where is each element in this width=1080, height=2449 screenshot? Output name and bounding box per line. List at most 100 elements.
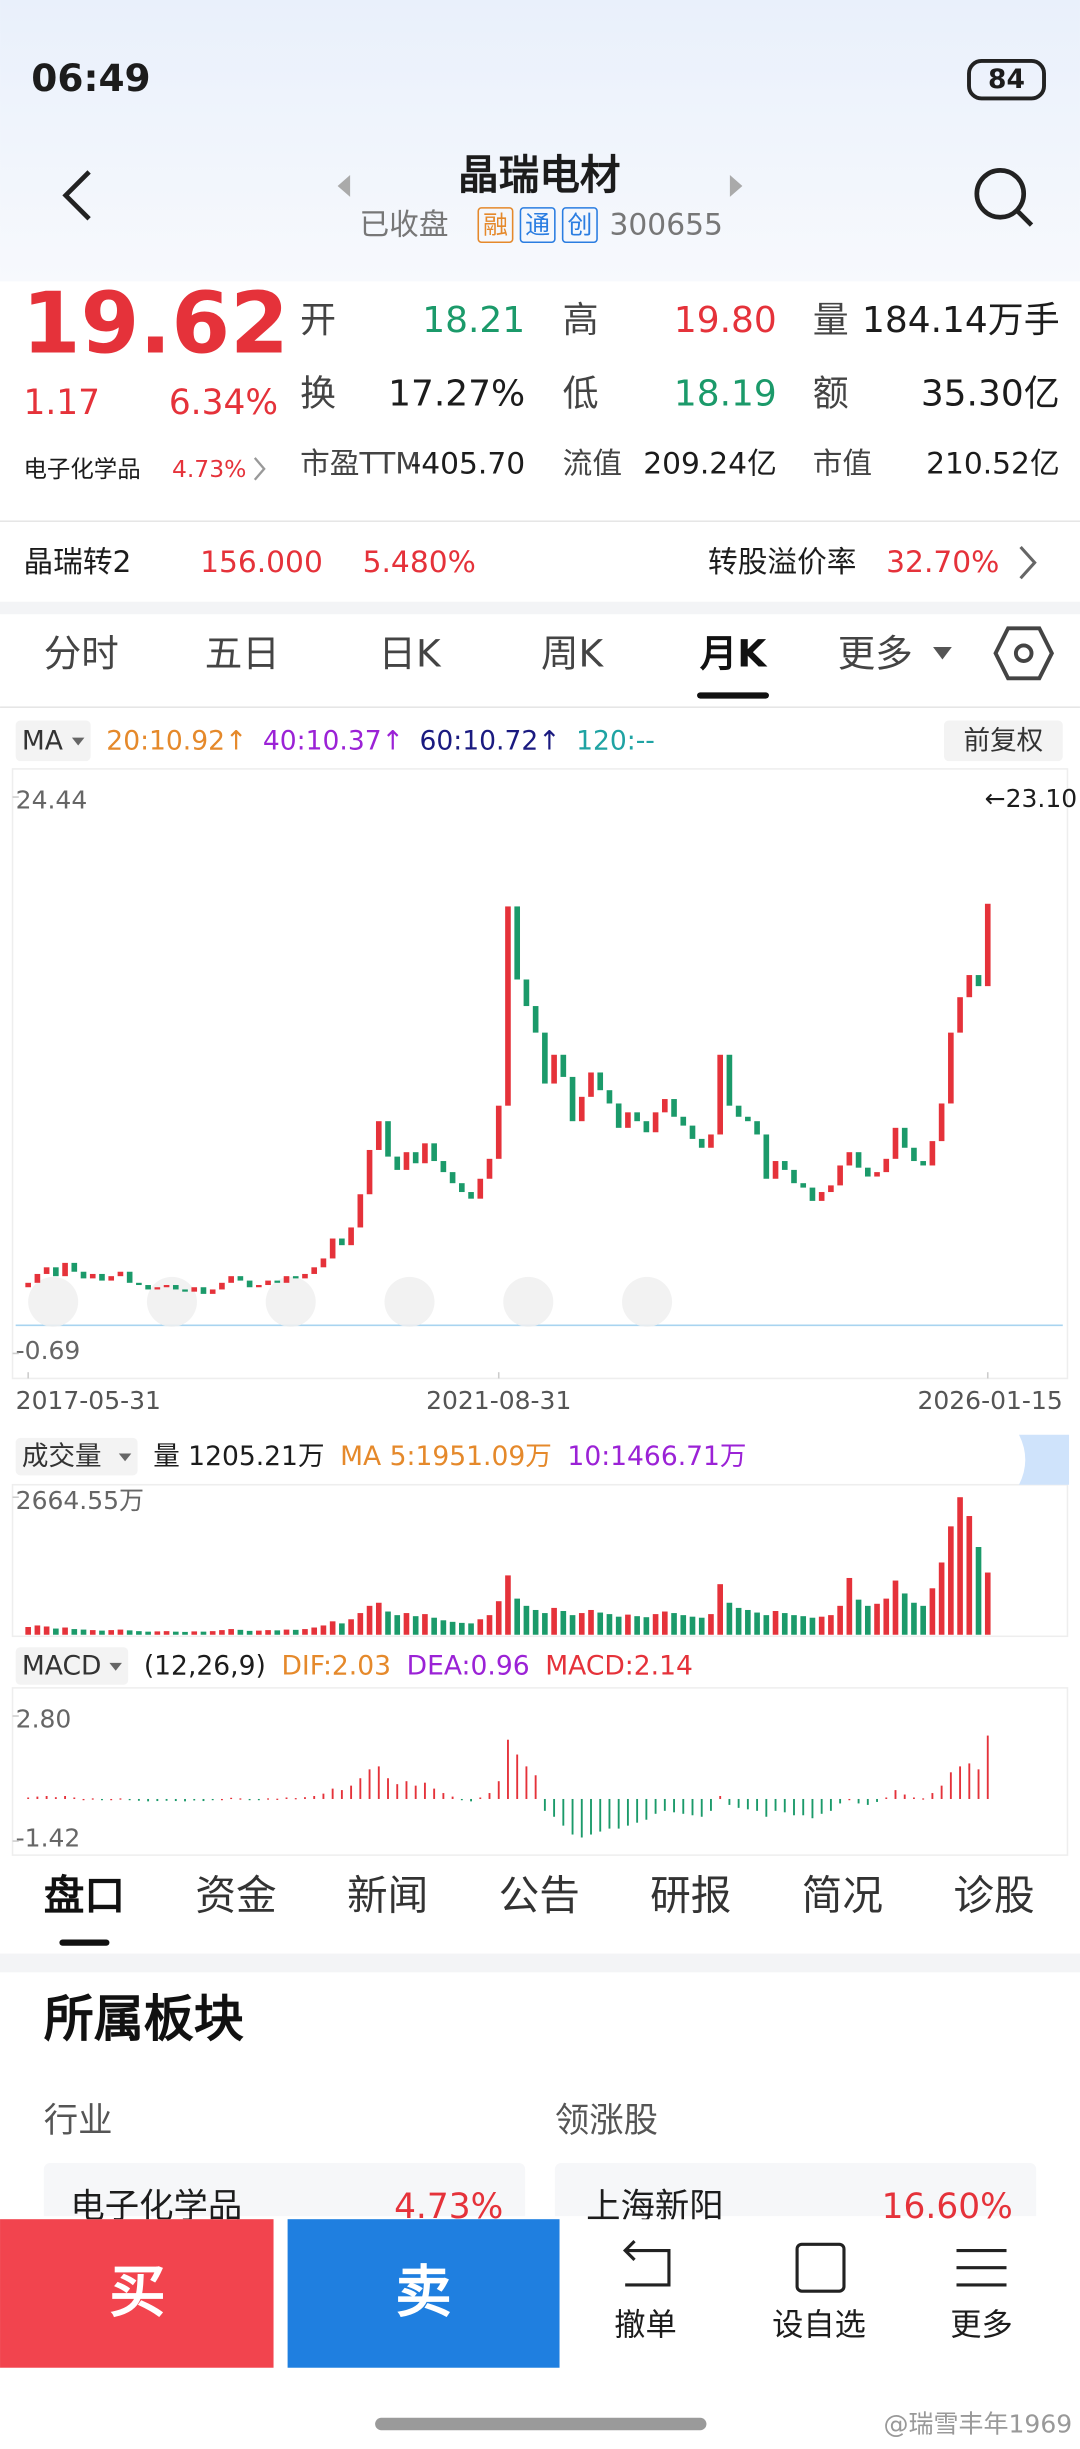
battery: [967, 58, 1046, 101]
search-icon: [1015, 209, 1034, 227]
bar: [108, 1630, 115, 1635]
badge: 创: [567, 211, 592, 240]
bar: [459, 1622, 465, 1635]
change: 1.17: [23, 383, 100, 423]
bar: [855, 1599, 862, 1635]
zoom-out[interactable]: [146, 1276, 197, 1327]
bar: [366, 1605, 373, 1635]
divider: [0, 1953, 1080, 1973]
bar: [357, 1613, 364, 1635]
chart-tab[interactable]: 五日: [205, 631, 280, 675]
dropdown-icon: [71, 737, 85, 746]
detail-tab[interactable]: 研报: [650, 1872, 731, 1920]
bar: [182, 1631, 188, 1635]
chart-tab[interactable]: 日K: [378, 631, 441, 675]
bar: [54, 1797, 57, 1799]
bar: [662, 1611, 668, 1635]
detail-tab[interactable]: 诊股: [953, 1872, 1034, 1920]
detail-tab[interactable]: 资金: [195, 1872, 276, 1920]
more-label[interactable]: 更多: [950, 2308, 1013, 2344]
bar: [763, 1615, 770, 1635]
bar: [396, 1784, 399, 1799]
collapse-tab[interactable]: [1019, 1434, 1070, 1485]
buy-label[interactable]: 买: [109, 2260, 165, 2325]
back-button[interactable]: [62, 170, 91, 221]
chart-tab[interactable]: 周K: [541, 631, 604, 675]
fullscreen[interactable]: [622, 1276, 673, 1327]
detail-tab[interactable]: 新闻: [347, 1872, 428, 1920]
indicator-name[interactable]: MA: [22, 725, 63, 756]
zoom-out-fast[interactable]: [28, 1276, 79, 1327]
chevron[interactable]: [253, 457, 266, 481]
x-tick-label: 2017-05-31: [16, 1386, 161, 1415]
watch-label[interactable]: 设自选: [772, 2308, 866, 2344]
chart-frame: [11, 1687, 1069, 1856]
indicator-name[interactable]: MACD: [22, 1651, 102, 1682]
bar: [551, 1607, 557, 1635]
sector[interactable]: 电子化学品: [23, 455, 140, 483]
candle-body: [523, 979, 530, 1007]
detail-tab[interactable]: 简况: [802, 1872, 883, 1920]
bar: [89, 1630, 96, 1635]
bar: [449, 1621, 456, 1635]
candle-body: [274, 1280, 281, 1283]
bar: [645, 1798, 648, 1820]
sell-label[interactable]: 卖: [395, 2260, 451, 2325]
bond-name[interactable]: 晶瑞转2: [23, 545, 131, 580]
bar: [27, 1797, 30, 1799]
bar: [248, 1798, 251, 1801]
tab-underline: [697, 692, 769, 699]
detail-tab[interactable]: 公告: [499, 1872, 580, 1920]
candle-body: [569, 1076, 576, 1122]
bar: [523, 1605, 530, 1635]
candle-body: [136, 1282, 142, 1286]
chevron[interactable]: [1019, 545, 1037, 580]
candle-body: [71, 1262, 78, 1272]
legend-item: MACD:2.14: [545, 1651, 693, 1682]
adjust-mode[interactable]: 前复权: [964, 725, 1044, 756]
prev[interactable]: [384, 1276, 435, 1327]
legend-item: DIF:2.03: [281, 1651, 391, 1682]
bar: [606, 1614, 613, 1635]
detail-tab[interactable]: 盘口: [44, 1872, 125, 1920]
search-button[interactable]: [974, 168, 1027, 220]
indicator-box[interactable]: [15, 720, 91, 762]
bar: [423, 1782, 426, 1799]
sector-card[interactable]: [554, 2162, 1037, 2226]
bar: [322, 1793, 325, 1799]
bond-price: 156.000: [200, 545, 323, 580]
bar: [414, 1785, 417, 1799]
candle-body: [828, 1185, 834, 1193]
cancel-label[interactable]: 撤单: [614, 2308, 677, 2344]
candle-body: [89, 1273, 96, 1279]
sector-card[interactable]: [43, 2162, 526, 2226]
candle-body: [237, 1276, 244, 1281]
chart-tab[interactable]: 月K: [700, 631, 768, 675]
adjust-box[interactable]: [943, 720, 1063, 762]
chart-tab[interactable]: 分时: [44, 631, 119, 675]
bar: [174, 1798, 177, 1802]
bar: [394, 1615, 401, 1635]
candle-body: [901, 1127, 908, 1148]
bar: [477, 1619, 484, 1635]
legend-item: 20:10.92↑: [106, 725, 247, 756]
indicator-box[interactable]: [15, 1437, 138, 1476]
sell-button[interactable]: [287, 2219, 560, 2368]
bar: [405, 1781, 408, 1799]
candle-body: [809, 1187, 816, 1201]
chart-tab[interactable]: 更多: [838, 631, 913, 675]
field-value: -405.70: [411, 447, 526, 482]
indicator-box[interactable]: [15, 1647, 129, 1685]
field-value: 18.21: [422, 300, 525, 341]
bar: [710, 1798, 712, 1811]
bar: [811, 1798, 814, 1819]
buy-button[interactable]: [0, 2219, 274, 2368]
y-tick-label: 2.80: [16, 1705, 72, 1734]
change-pct: 6.34%: [169, 383, 278, 423]
next[interactable]: [503, 1276, 554, 1327]
bar: [329, 1621, 336, 1635]
indicator-name[interactable]: 成交量: [22, 1441, 102, 1472]
zoom-in[interactable]: [265, 1276, 316, 1327]
bar: [791, 1615, 797, 1635]
settings-button[interactable]: [993, 626, 1055, 681]
